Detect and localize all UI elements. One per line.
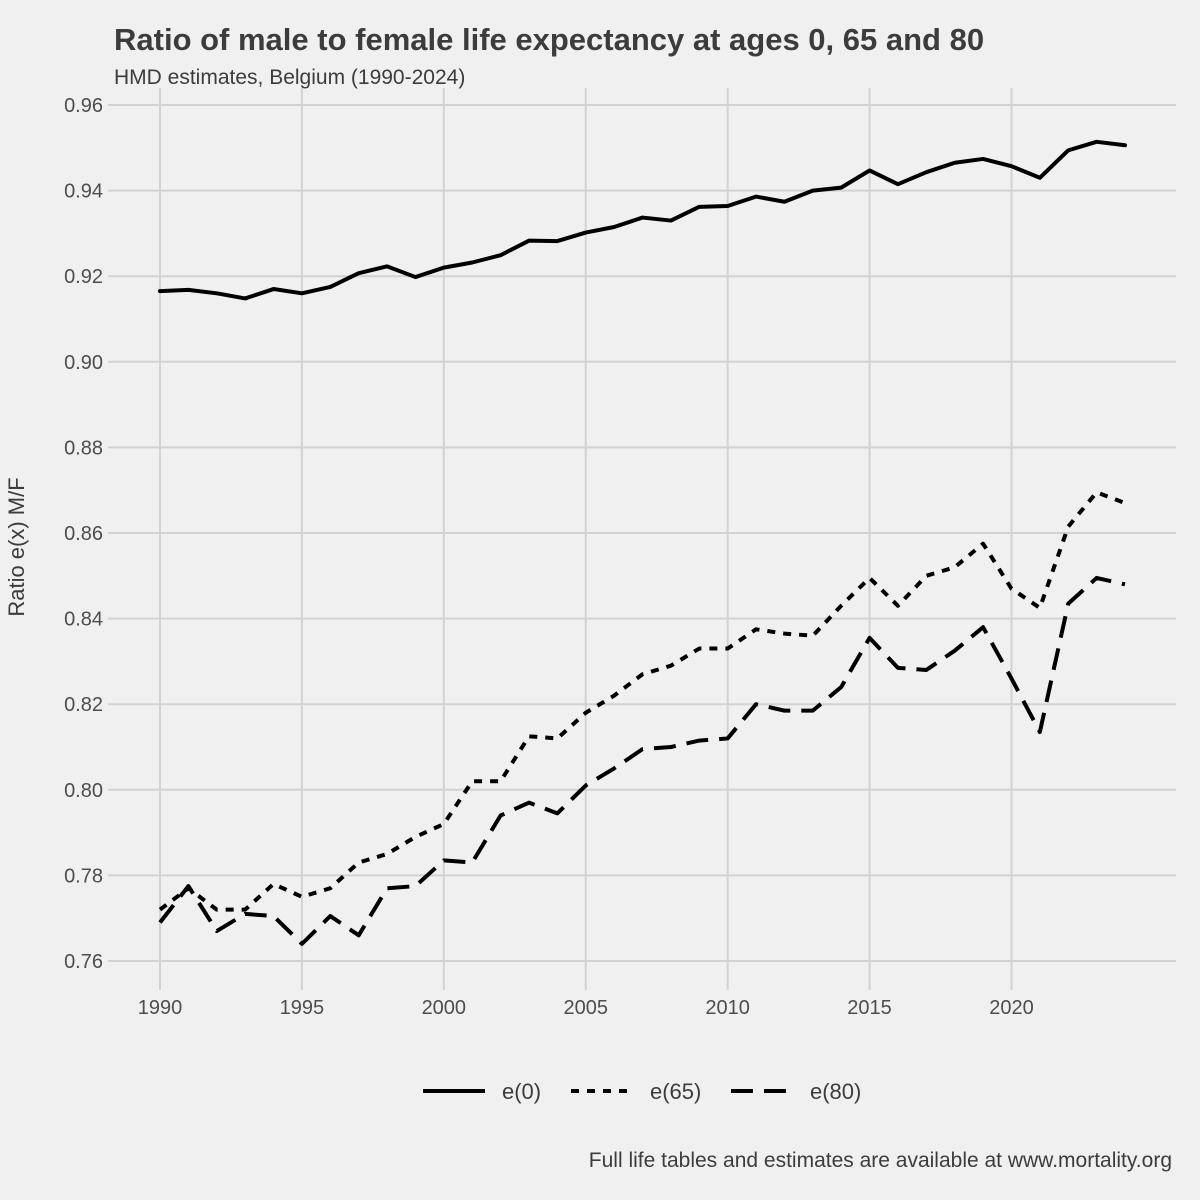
x-tick-label: 2015 <box>847 997 892 1019</box>
y-tick-label: 0.96 <box>64 95 103 117</box>
x-tick-label: 2020 <box>989 997 1034 1019</box>
y-tick-label: 0.84 <box>64 609 103 631</box>
grid-lines <box>108 88 1176 990</box>
caption: Full life tables and estimates are avail… <box>588 1149 1172 1172</box>
y-tick-label: 0.78 <box>64 865 103 887</box>
x-axis-tick-labels: 1990 1995 2000 2005 2010 2015 2020 <box>138 997 1034 1019</box>
x-tick-label: 2000 <box>422 997 467 1019</box>
y-axis-tick-labels: 0.76 0.78 0.80 0.82 0.84 0.86 0.88 0.90 0.92 0.94… <box>64 95 103 973</box>
y-tick-label: 0.80 <box>64 780 103 802</box>
legend-label: e(80) <box>810 1079 861 1104</box>
chart-subtitle: HMD estimates, Belgium (1990-2024) <box>114 66 466 89</box>
y-tick-label: 0.86 <box>64 523 103 545</box>
x-tick-label: 2010 <box>705 997 750 1019</box>
series-line-e0 <box>158 139 1127 301</box>
legend: e(0) e(65) e(80) <box>423 1079 861 1104</box>
y-axis-title: Ratio e(x) M/F <box>4 477 29 616</box>
x-tick-label: 2005 <box>563 997 608 1019</box>
chart-title: Ratio of male to female life expectancy … <box>114 22 985 57</box>
series-line-e65 <box>158 490 1126 912</box>
y-tick-label: 0.92 <box>64 266 103 288</box>
x-tick-label: 1995 <box>280 997 325 1019</box>
y-tick-label: 0.76 <box>64 951 103 973</box>
legend-label: e(65) <box>650 1079 701 1104</box>
y-tick-label: 0.90 <box>64 352 103 374</box>
x-tick-label: 1990 <box>138 997 183 1019</box>
y-tick-label: 0.82 <box>64 694 103 716</box>
y-tick-label: 0.88 <box>64 437 103 459</box>
y-tick-label: 0.94 <box>64 181 103 203</box>
legend-label: e(0) <box>502 1079 541 1104</box>
series-lines <box>158 139 1127 946</box>
series-line-e80 <box>158 575 1126 946</box>
